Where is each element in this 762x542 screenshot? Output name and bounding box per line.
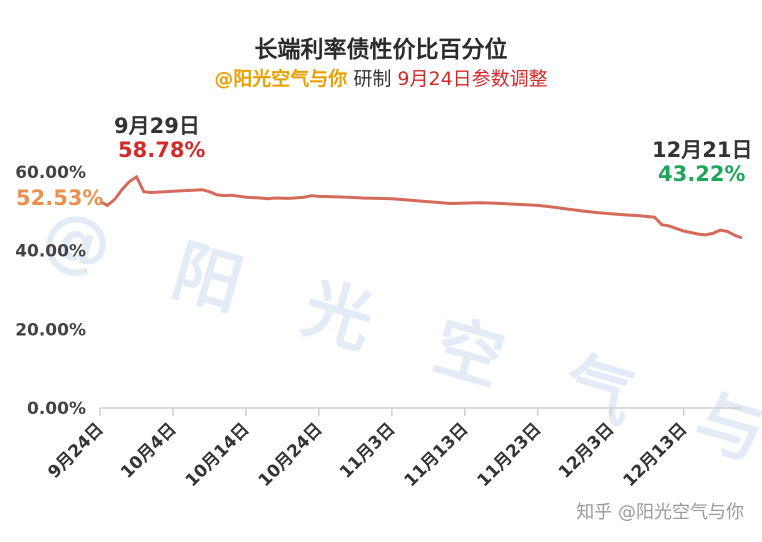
x-tick-label: 11月13日 (401, 419, 473, 491)
x-tick-label: 12月13日 (620, 419, 692, 491)
x-tick-label: 11月23日 (474, 419, 546, 491)
x-tick-label: 9月24日 (44, 419, 107, 482)
start-value-label: 52.53% (16, 186, 104, 210)
author-tag: @阳光空气与你 (214, 68, 348, 90)
y-tick-label: 0.00% (27, 399, 86, 419)
peak-date-label: 9月29日 (114, 114, 200, 138)
y-tick-label: 40.00% (15, 242, 86, 262)
x-tick-label: 12月3日 (555, 419, 618, 482)
y-tick-label: 20.00% (15, 320, 86, 340)
x-tick-label: 11月3日 (336, 419, 399, 482)
end-value-label: 43.22% (658, 162, 746, 186)
y-tick-label: 60.00% (15, 163, 86, 183)
footer-credit: 知乎 @阳光空气与你 (576, 502, 744, 523)
chart-subtitle: @阳光空气与你 研制 9月24日参数调整 (0, 64, 762, 91)
x-tick-label: 10月24日 (255, 419, 327, 491)
x-tick-label: 10月4日 (117, 419, 180, 482)
made-label: 研制 (353, 68, 392, 90)
series-line (99, 174, 743, 240)
peak-value-label: 58.78% (118, 138, 206, 162)
parameter-note: 9月24日参数调整 (397, 68, 548, 90)
chart-title: 长端利率债性价比百分位 (254, 37, 508, 63)
end-date-label: 12月21日 (652, 138, 753, 162)
x-tick-label: 10月14日 (182, 419, 254, 491)
